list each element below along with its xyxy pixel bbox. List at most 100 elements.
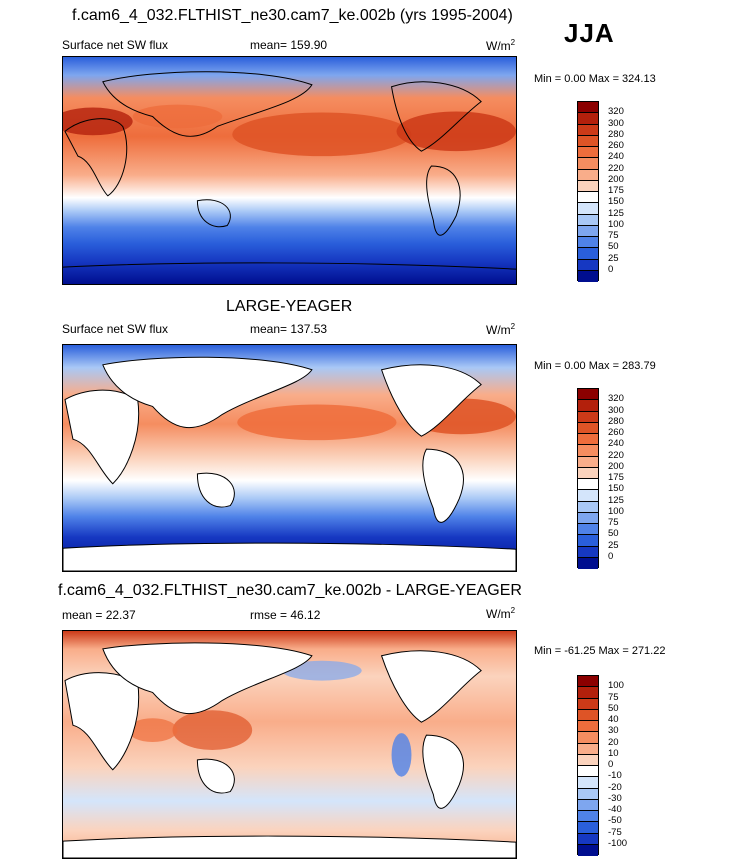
colorbar-swatch <box>578 788 598 800</box>
colorbar-swatch <box>578 102 598 114</box>
colorbar-swatch <box>578 512 598 524</box>
colorbar-swatch <box>578 389 598 401</box>
season-label: JJA <box>564 18 615 48</box>
colorbar-tick-label: 300 <box>608 117 624 129</box>
colorbar-tick-label: -100 <box>608 837 628 849</box>
colorbar-tick-label: 75 <box>608 691 619 703</box>
panel3-minmax: Min = -61.25 Max = 271.22 <box>534 645 666 657</box>
colorbar-tick-label: 0 <box>608 550 614 562</box>
colorbar-swatch <box>578 147 598 159</box>
panel3-colorbar <box>577 675 599 856</box>
colorbar-tick-label: -30 <box>608 792 622 804</box>
colorbar-swatch <box>578 743 598 755</box>
colorbar-swatch <box>578 799 598 811</box>
panel2-colorbar-labels: 320 300 280 260 240 220 200 175 150 125 100 75 50 25 0 <box>608 388 648 568</box>
colorbar-swatch <box>578 546 598 558</box>
panel2-map <box>62 344 517 572</box>
panel2-colorbar <box>577 388 599 569</box>
colorbar-swatch <box>578 192 598 204</box>
colorbar-tick-label: 300 <box>608 404 624 416</box>
colorbar-swatch <box>578 113 598 125</box>
colorbar-swatch <box>578 400 598 412</box>
colorbar-tick-label: 240 <box>608 151 624 163</box>
colorbar-swatch <box>578 169 598 181</box>
colorbar-swatch <box>578 754 598 766</box>
colorbar-swatch <box>578 777 598 789</box>
colorbar-tick-label: 320 <box>608 393 624 405</box>
colorbar-tick-label: 75 <box>608 517 619 528</box>
colorbar-tick-label: 30 <box>608 725 619 737</box>
colorbar-swatch <box>578 766 598 778</box>
colorbar-tick-label: 150 <box>608 483 624 495</box>
colorbar-tick-label: 280 <box>608 128 624 140</box>
colorbar-swatch <box>578 214 598 226</box>
colorbar-swatch <box>578 445 598 457</box>
colorbar-swatch <box>578 135 598 147</box>
colorbar-swatch <box>578 434 598 446</box>
panel2-units: W/m2 <box>486 322 516 337</box>
colorbar-swatch <box>578 158 598 170</box>
colorbar-swatch <box>578 248 598 260</box>
panel2-mean-label: mean= 137.53 <box>250 322 328 336</box>
colorbar-tick-label: 240 <box>608 438 624 450</box>
colorbar-swatch <box>578 456 598 468</box>
colorbar-swatch <box>578 844 598 856</box>
panel3-map <box>62 630 517 859</box>
colorbar-tick-label: 100 <box>608 505 624 517</box>
panel2-minmax: Min = 0.00 Max = 283.79 <box>534 360 656 372</box>
colorbar-tick-label: 175 <box>608 472 624 483</box>
colorbar-tick-label: -50 <box>608 815 622 827</box>
colorbar-swatch <box>578 270 598 282</box>
colorbar-tick-label: 40 <box>608 714 619 725</box>
panel2-variable-label: Surface net SW flux <box>62 322 169 336</box>
colorbar-tick-label: -75 <box>608 826 622 838</box>
colorbar-tick-label: 100 <box>608 680 624 692</box>
colorbar-tick-label: 150 <box>608 196 624 208</box>
colorbar-tick-label: 75 <box>608 230 619 241</box>
colorbar-tick-label: 20 <box>608 736 619 748</box>
colorbar-tick-label: 280 <box>608 415 624 427</box>
colorbar-swatch <box>578 490 598 502</box>
colorbar-swatch <box>578 479 598 491</box>
colorbar-tick-label: -40 <box>608 804 622 815</box>
colorbar-tick-label: 220 <box>608 449 624 461</box>
panel1-colorbar <box>577 101 599 282</box>
colorbar-swatch <box>578 203 598 215</box>
colorbar-tick-label: 125 <box>608 207 624 219</box>
colorbar-tick-label: 200 <box>608 173 624 185</box>
panel1-colorbar-labels: 320 300 280 260 240 220 200 175 150 125 100 75 50 25 0 <box>608 101 648 281</box>
colorbar-tick-label: 175 <box>608 185 624 196</box>
panel3-units: W/m2 <box>486 606 516 621</box>
colorbar-tick-label: 50 <box>608 528 619 540</box>
colorbar-tick-label: 260 <box>608 427 624 438</box>
panel3-colorbar-labels: 100 75 50 40 30 20 10 0 -10 -20 -30 -40 -50 -75 -100 <box>608 675 648 855</box>
panel3-mean-label: mean = 22.37 <box>62 608 136 622</box>
colorbar-swatch <box>578 237 598 249</box>
panel1-units: W/m2 <box>486 38 516 53</box>
colorbar-swatch <box>578 535 598 547</box>
colorbar-swatch <box>578 557 598 569</box>
colorbar-swatch <box>578 676 598 688</box>
panel2-title: LARGE-YEAGER <box>226 298 353 315</box>
colorbar-tick-label: 320 <box>608 106 624 118</box>
panel1-mean-label: mean= 159.90 <box>250 38 328 52</box>
colorbar-swatch <box>578 732 598 744</box>
panel1-variable-label: Surface net SW flux <box>62 38 169 52</box>
colorbar-swatch <box>578 411 598 423</box>
colorbar-tick-label: 200 <box>608 460 624 472</box>
colorbar-tick-label: 100 <box>608 218 624 230</box>
colorbar-swatch <box>578 822 598 834</box>
colorbar-tick-label: 260 <box>608 140 624 151</box>
colorbar-swatch <box>578 698 598 710</box>
colorbar-tick-label: 25 <box>608 252 619 264</box>
colorbar-swatch <box>578 501 598 513</box>
colorbar-swatch <box>578 180 598 192</box>
colorbar-swatch <box>578 259 598 271</box>
panel3-title: f.cam6_4_032.FLTHIST_ne30.cam7_ke.002b -… <box>58 582 522 599</box>
colorbar-swatch <box>578 225 598 237</box>
panel1-minmax: Min = 0.00 Max = 324.13 <box>534 73 656 85</box>
colorbar-swatch <box>578 709 598 721</box>
panel1-title: f.cam6_4_032.FLTHIST_ne30.cam7_ke.002b (… <box>72 7 513 24</box>
colorbar-swatch <box>578 811 598 823</box>
colorbar-tick-label: 125 <box>608 494 624 506</box>
